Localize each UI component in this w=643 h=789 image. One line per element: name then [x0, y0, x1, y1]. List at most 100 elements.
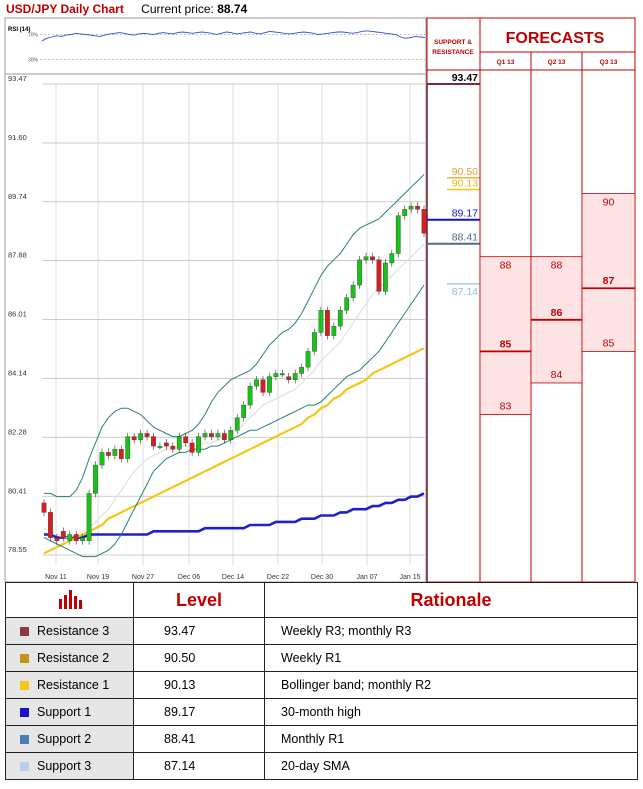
x-tick-label: Dec 06	[178, 574, 200, 581]
forecast-range-box	[581, 193, 636, 352]
sr-level-label: 89.17	[452, 208, 478, 220]
level-name-cell: Support 3	[5, 752, 134, 780]
level-name: Resistance 3	[37, 624, 110, 638]
candle	[221, 433, 227, 440]
candle	[260, 379, 266, 393]
candle	[312, 332, 317, 352]
x-tick-label: Nov 19	[87, 574, 109, 581]
forecast-range-box	[479, 256, 532, 415]
level-value: 93.47	[133, 617, 265, 645]
y-tick-label: 86.01	[8, 310, 27, 319]
x-tick-label: Dec 30	[311, 574, 333, 581]
candle	[363, 256, 369, 260]
level-value: 90.13	[133, 671, 265, 699]
candle	[125, 436, 131, 459]
sr-level-label: 93.47	[452, 72, 478, 84]
level-name-cell: Support 1	[5, 698, 134, 726]
rationale: 30-month high	[264, 698, 638, 726]
candle	[286, 376, 292, 380]
candle	[402, 209, 408, 216]
candle	[157, 445, 163, 448]
candle	[86, 493, 92, 541]
candle	[279, 373, 285, 376]
candle	[299, 367, 304, 374]
table-row: Support 2 88.41 Monthly R1	[5, 725, 638, 753]
candle	[415, 206, 420, 210]
chart-frame	[4, 17, 427, 582]
level-name: Support 2	[37, 732, 92, 746]
candle	[209, 433, 214, 437]
candle	[80, 537, 85, 541]
candle	[292, 373, 298, 380]
bollinger-lower-line	[43, 284, 425, 558]
table-row: Support 3 87.14 20-day SMA	[5, 752, 638, 780]
candle	[60, 531, 66, 538]
color-swatch	[20, 627, 29, 637]
candle	[305, 351, 311, 368]
candle	[350, 284, 356, 298]
forecast-low-label: 84	[551, 369, 563, 381]
y-tick-label: 91.60	[8, 133, 27, 142]
sma-100-line	[43, 347, 425, 555]
candle	[267, 376, 272, 393]
rationale: Weekly R3; monthly R3	[264, 617, 638, 645]
table-header-row: Level Rationale	[5, 582, 638, 618]
level-value: 88.41	[133, 725, 265, 753]
sr-level-label: 88.41	[452, 232, 478, 244]
sr-header-line1: SUPPORT &	[434, 39, 472, 46]
current-price-label: Current price:	[141, 2, 214, 16]
rationale: Bollinger band; monthly R2	[264, 671, 638, 699]
rationale-column-header: Rationale	[264, 582, 638, 618]
level-value: 90.50	[133, 644, 265, 672]
candle	[48, 512, 53, 538]
candle	[112, 449, 118, 456]
candle	[151, 436, 156, 447]
candle	[241, 404, 247, 418]
forecast-mid-label: 86	[551, 307, 563, 319]
forecast-high-label: 88	[551, 260, 563, 272]
candle	[196, 436, 201, 453]
candle	[144, 433, 150, 437]
forecast-high-label: 88	[500, 260, 512, 272]
forecast-low-label: 83	[500, 401, 512, 413]
table-row: Support 1 89.17 30-month high	[5, 698, 638, 726]
level-name: Resistance 2	[37, 651, 110, 665]
candle	[183, 436, 189, 444]
candle	[318, 310, 324, 333]
x-tick-label: Nov 11	[45, 574, 67, 581]
candle	[118, 449, 124, 459]
candle	[170, 445, 176, 450]
candle	[344, 297, 350, 311]
y-tick-label: 93.47	[8, 74, 27, 83]
candle	[331, 325, 337, 336]
candle	[99, 452, 105, 466]
candle	[215, 433, 221, 437]
bar-chart-icon	[5, 582, 134, 618]
level-name-cell: Resistance 2	[5, 644, 134, 672]
x-tick-label: Nov 27	[132, 574, 154, 581]
forecast-mid-label: 85	[500, 338, 512, 350]
candle	[176, 436, 182, 450]
bollinger-upper-line	[44, 174, 425, 498]
y-tick-label: 84.14	[8, 369, 27, 378]
candle	[389, 253, 395, 264]
candle	[370, 256, 375, 260]
candle	[202, 433, 208, 437]
current-price-value: 88.74	[217, 2, 248, 16]
x-tick-label: Dec 22	[267, 574, 289, 581]
y-tick-label: 78.55	[8, 545, 27, 554]
color-swatch	[20, 681, 29, 691]
forecast-quarter-label: Q3 13	[600, 59, 618, 66]
chart-header: USD/JPY Daily Chart Current price: 88.74	[6, 2, 247, 16]
level-column-header: Level	[133, 582, 265, 618]
level-name: Support 1	[37, 705, 92, 719]
candle	[421, 209, 427, 234]
sma-200-line	[44, 492, 425, 539]
level-name: Resistance 1	[37, 678, 110, 692]
level-name-cell: Support 2	[5, 725, 134, 753]
x-tick-label: Jan 15	[399, 574, 420, 581]
y-tick-label: 80.41	[8, 486, 27, 495]
candle	[376, 259, 382, 292]
candle	[325, 310, 330, 336]
sr-level-label: 90.50	[452, 166, 478, 178]
